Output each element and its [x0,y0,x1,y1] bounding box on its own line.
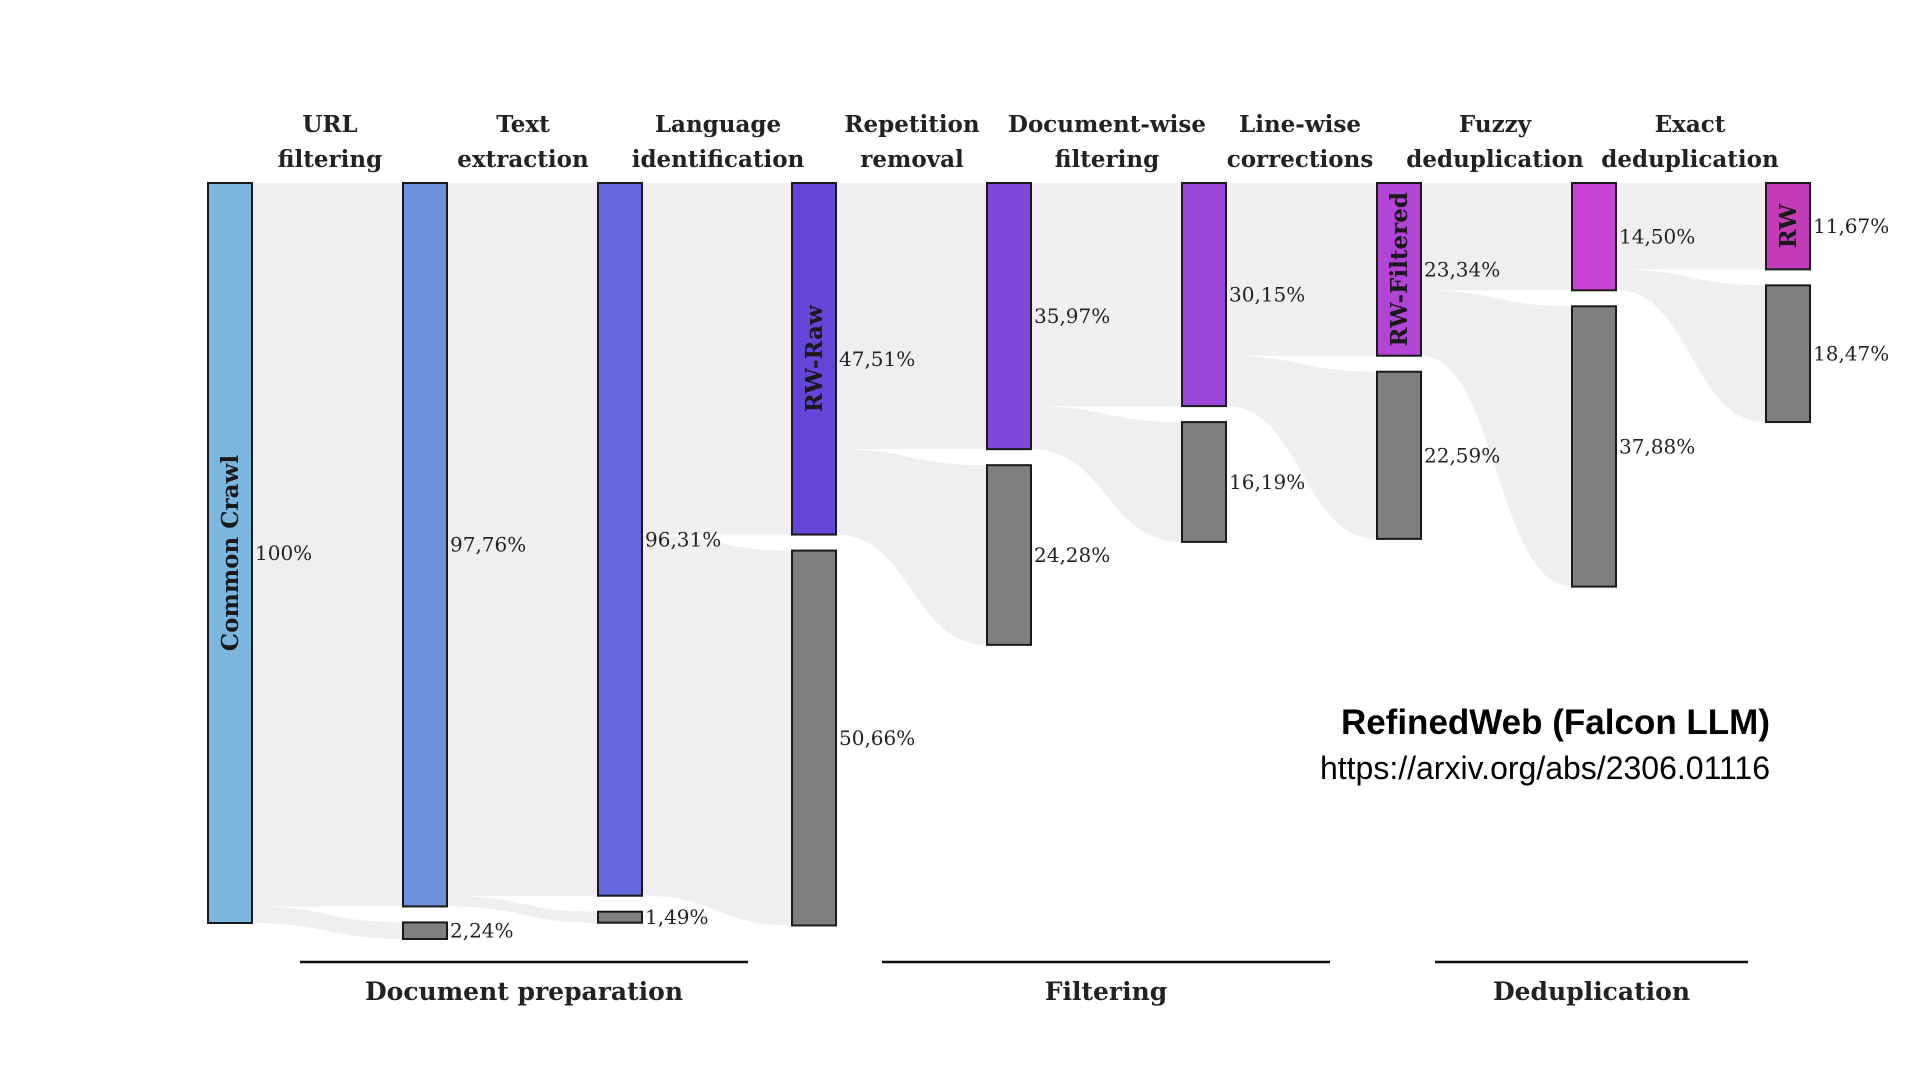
flow-kept-8 [1616,183,1766,270]
removed-percent-7: 37,88% [1619,434,1695,458]
stage-labels: URL filtering Text extraction Language identi… [278,111,1779,173]
kept-percent-3: 47,51% [839,347,915,371]
removed-bar-6 [1376,370,1422,540]
stage-label-4-line1: Document-wise [1008,111,1206,138]
stage-label-2-line1: Language [655,111,781,138]
flow-removed-4 [836,449,987,645]
stage-label-6-line2: deduplication [1406,146,1584,173]
kept-percent-5: 30,15% [1229,283,1305,307]
flow-kept-5 [1031,183,1182,407]
removed-percent-5: 16,19% [1229,470,1305,494]
kept-bar-4 [986,182,1032,451]
removed-percent-4: 24,28% [1034,543,1110,567]
flow-kept-1 [252,183,403,907]
removed-bar-8 [1765,284,1811,424]
flow-kept-6 [1226,183,1377,356]
group-label-2: Deduplication [1493,977,1690,1006]
kept-percent-8: 11,67% [1813,214,1889,238]
stage-label-2-line2: identification [632,146,805,173]
flow-removed-8 [1616,269,1766,423]
stage-label-4-line2: filtering [1055,146,1159,173]
removed-percent-1: 2,24% [450,919,514,943]
kept-percent-6: 23,34% [1424,257,1500,281]
stage-groups: Document preparation Filtering Deduplicati… [300,960,1748,1006]
stage-label-7-line1: Exact [1655,111,1726,138]
stage-label-1-line2: extraction [457,146,589,173]
kept-bar-2 [597,182,643,897]
removed-percent-2: 1,49% [645,905,709,929]
flow-removed-1 [252,906,403,939]
bar-name-6: RW-Filtered [1386,192,1413,347]
flow-removed-3 [642,534,792,926]
bar-name-8: RW [1775,203,1802,249]
kept-bar-1 [402,182,448,908]
kept-bar-8 [1765,182,1811,271]
removed-bar-1 [402,921,448,941]
flow-removed-2 [447,895,598,923]
kept-bar-3 [791,182,837,536]
flow-kept-3 [642,183,792,535]
removed-percent-3: 50,66% [839,726,915,750]
flow-removed-5 [1031,406,1182,542]
kept-percent-0: 100% [255,541,312,565]
flow-kept-2 [447,183,598,896]
kept-percent-2: 96,31% [645,527,721,551]
stage-label-3-line1: Repetition [844,111,980,138]
flow-removed-6 [1226,355,1377,539]
kept-bar-6 [1376,182,1422,357]
caption: RefinedWeb (Falcon LLM) https://arxiv.or… [1320,700,1770,790]
removed-bar-2 [597,910,643,924]
kept-percent-4: 35,97% [1034,304,1110,328]
flow-removed-7 [1421,290,1572,587]
flow-bands [252,183,1766,939]
kept-percent-7: 14,50% [1619,225,1695,249]
bar-name-0: Common Crawl [217,455,244,652]
stage-label-5-line2: corrections [1227,146,1374,173]
flow-kept-7 [1421,183,1572,291]
group-label-0: Document preparation [365,977,683,1006]
caption-title: RefinedWeb (Falcon LLM) [1340,703,1770,742]
pipeline-bars: 100% Common Crawl 97,76% 2,24% 96,31% 1,49% 47… [207,182,1889,943]
kept-bar-7 [1571,182,1617,292]
stage-label-6-line1: Fuzzy [1459,111,1532,138]
caption-url: https://arxiv.org/abs/2306.01116 [1319,750,1770,786]
stage-label-0-line2: filtering [278,146,382,173]
kept-bar-0 [207,182,253,924]
kept-percent-1: 97,76% [450,533,526,557]
stage-label-1-line1: Text [496,111,550,138]
removed-bar-7 [1571,305,1617,588]
flow-kept-4 [836,183,987,450]
removed-bar-3 [791,549,837,927]
stage-label-5-line1: Line-wise [1239,111,1361,138]
group-label-1: Filtering [1045,977,1168,1006]
removed-percent-8: 18,47% [1813,342,1889,366]
removed-percent-6: 22,59% [1424,443,1500,467]
stage-label-7-line2: deduplication [1601,146,1779,173]
removed-bar-5 [1181,421,1227,543]
stage-label-0-line1: URL [302,111,357,138]
kept-bar-5 [1181,182,1227,408]
stage-label-3-line2: removal [860,146,964,173]
removed-bar-4 [986,464,1032,646]
bar-name-3: RW-Raw [801,304,828,412]
